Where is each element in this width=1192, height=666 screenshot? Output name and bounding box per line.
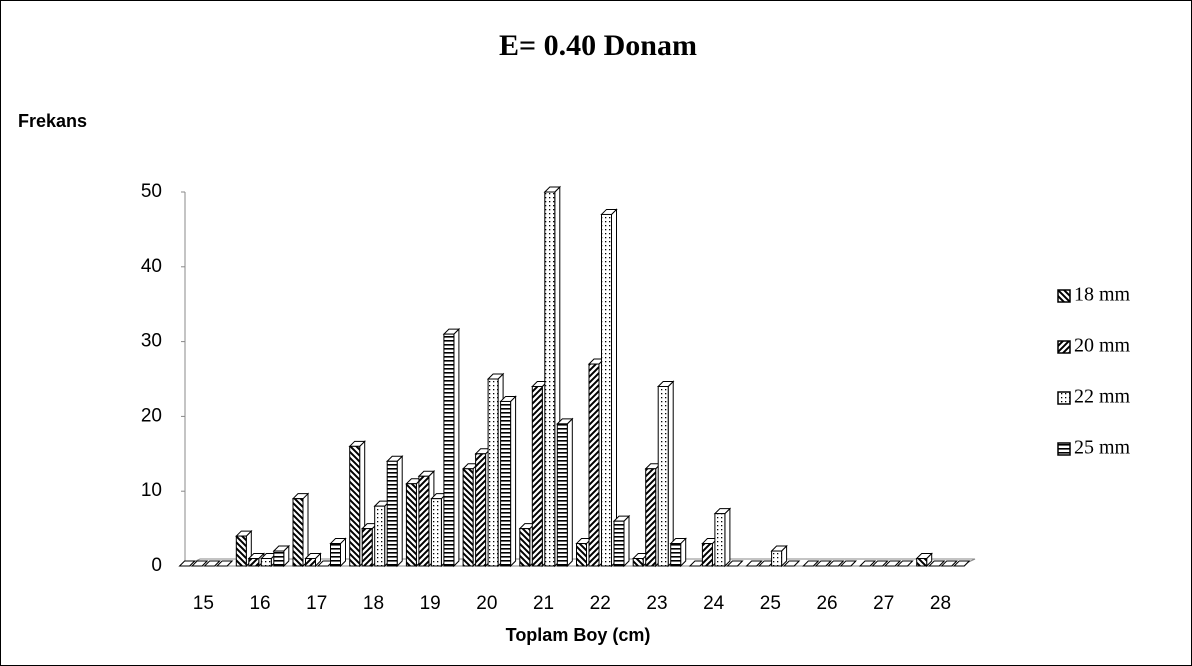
bar: [588, 363, 600, 567]
bar-top: [178, 560, 196, 567]
bar: [487, 378, 499, 567]
bar-side: [510, 395, 517, 568]
bar-top: [726, 560, 744, 567]
x-tick-label: 24: [703, 593, 725, 614]
bar-side: [453, 327, 460, 568]
bar-top: [814, 560, 833, 567]
bar-top: [896, 560, 914, 567]
x-tick-label: 28: [930, 593, 951, 614]
bar: [531, 385, 543, 567]
y-tick-label: 50: [141, 181, 162, 202]
y-tick-label: 10: [141, 480, 162, 501]
bar-side: [623, 514, 630, 568]
legend-label: 22 mm: [1074, 386, 1131, 408]
x-tick-label: 23: [646, 593, 667, 614]
bar-top: [190, 560, 209, 567]
x-tick-label: 20: [476, 593, 497, 614]
legend-label: 18 mm: [1074, 284, 1131, 306]
bar-side: [302, 492, 309, 568]
y-axis-label: Frekans: [18, 111, 87, 131]
bar-top: [940, 560, 958, 567]
legend-swatch: [1057, 340, 1071, 354]
bar: [576, 543, 587, 567]
y-tick-label: 0: [151, 555, 162, 576]
legend-label: 20 mm: [1074, 335, 1131, 357]
bar: [556, 423, 568, 567]
bar-side: [396, 455, 403, 568]
bar: [330, 543, 341, 567]
bar-top: [927, 560, 946, 567]
legend-label: 25 mm: [1074, 437, 1131, 459]
bar: [613, 520, 625, 567]
bar: [670, 543, 682, 567]
bar: [405, 483, 417, 567]
bar-top: [839, 560, 858, 567]
legend-swatch: [1057, 391, 1071, 405]
x-tick-label: 22: [590, 593, 611, 614]
bar: [645, 468, 657, 567]
x-tick-label: 19: [420, 593, 441, 614]
bar-top: [952, 560, 971, 567]
bar: [519, 528, 531, 567]
bar-top: [745, 560, 763, 567]
bar: [601, 213, 612, 567]
bar: [657, 385, 669, 567]
bar: [462, 468, 474, 567]
bar-top: [203, 560, 221, 567]
bar-top: [858, 560, 877, 567]
bar: [260, 558, 272, 567]
y-tick-label: 40: [141, 256, 162, 277]
x-tick-label: 18: [363, 593, 384, 614]
bar: [305, 558, 316, 567]
bar: [430, 498, 442, 567]
bar: [701, 543, 713, 567]
bar: [273, 550, 285, 567]
bar: [361, 528, 373, 567]
bar-top: [215, 560, 234, 567]
x-tick-label: 27: [873, 593, 894, 614]
bar-side: [611, 208, 617, 568]
x-tick-label: 21: [533, 593, 554, 614]
bar-top: [871, 560, 889, 567]
chart-title: E= 0.40 Donam: [499, 29, 697, 62]
x-tick-label: 26: [816, 593, 837, 614]
bar: [349, 445, 361, 567]
y-tick-label: 30: [141, 331, 162, 352]
bar-side: [566, 417, 573, 568]
legend-swatch: [1057, 442, 1071, 456]
bar-top: [802, 560, 820, 567]
bar: [771, 550, 783, 567]
bar: [714, 513, 726, 567]
bar-side: [724, 507, 731, 568]
bar-top: [782, 560, 801, 567]
bar: [248, 558, 260, 567]
x-axis-label: Toplam Boy (cm): [506, 625, 651, 645]
x-tick-label: 15: [193, 593, 214, 614]
x-tick-label: 17: [306, 593, 327, 614]
bar-side: [667, 380, 674, 568]
bar: [292, 498, 304, 567]
legend-swatch: [1057, 289, 1071, 303]
bar: [916, 558, 928, 567]
bar: [443, 333, 455, 567]
bar: [544, 191, 556, 567]
bar: [374, 505, 386, 567]
bar-top: [883, 560, 902, 567]
bar: [475, 453, 487, 567]
bar: [500, 400, 512, 567]
bar: [386, 460, 398, 567]
x-tick-label: 16: [249, 593, 270, 614]
y-tick-label: 20: [141, 405, 162, 426]
bar: [632, 558, 644, 567]
bar: [235, 535, 247, 567]
bar: [418, 475, 430, 567]
x-tick-label: 25: [760, 593, 781, 614]
bar-top: [827, 560, 845, 567]
